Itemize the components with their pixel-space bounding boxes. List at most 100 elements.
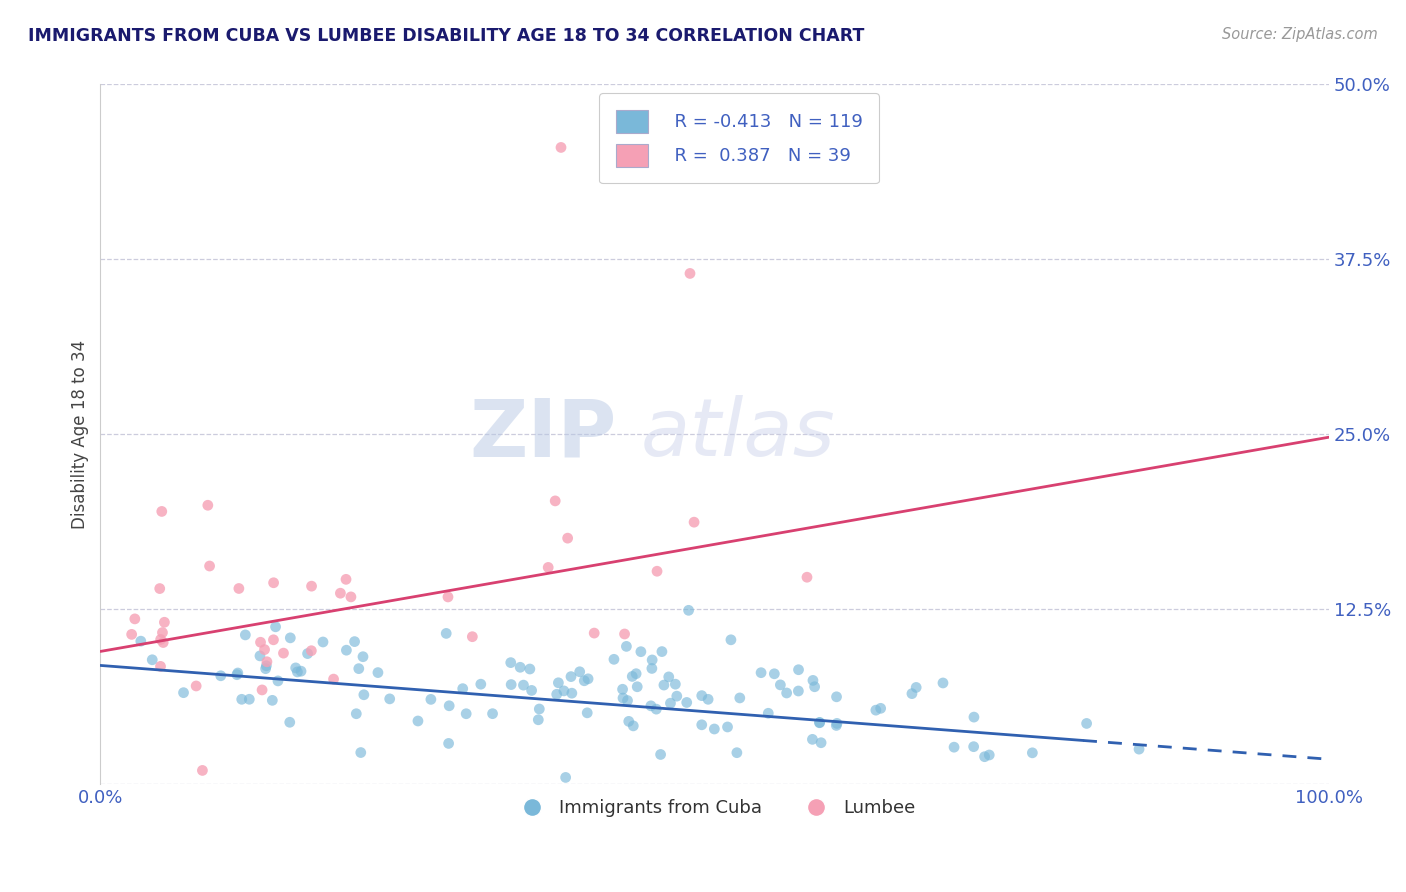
Point: [801, 732, 824, 747]
Point: [626, 680, 648, 694]
Point: [787, 663, 810, 677]
Point: [574, 673, 596, 688]
Point: [233, 628, 256, 642]
Point: [253, 642, 276, 657]
Point: [901, 687, 924, 701]
Point: [335, 572, 357, 586]
Point: [616, 640, 638, 654]
Point: [301, 579, 323, 593]
Y-axis label: Disability Age 18 to 34: Disability Age 18 to 34: [72, 340, 89, 529]
Point: [624, 666, 647, 681]
Point: [263, 575, 285, 590]
Point: [352, 649, 374, 664]
Point: [437, 590, 460, 604]
Point: [537, 560, 560, 574]
Point: [290, 664, 312, 678]
Point: [630, 645, 652, 659]
Point: [652, 678, 675, 692]
Point: [173, 686, 195, 700]
Point: [129, 634, 152, 648]
Point: [703, 722, 725, 736]
Point: [568, 665, 591, 679]
Point: [678, 603, 700, 617]
Point: [520, 683, 543, 698]
Point: [226, 665, 249, 680]
Point: [612, 691, 634, 706]
Point: [728, 690, 751, 705]
Legend: Immigrants from Cuba, Lumbee: Immigrants from Cuba, Lumbee: [506, 792, 922, 824]
Point: [287, 665, 309, 679]
Point: [434, 626, 457, 640]
Point: [869, 701, 891, 715]
Point: [576, 672, 599, 686]
Point: [209, 669, 232, 683]
Point: [529, 702, 551, 716]
Point: [299, 644, 322, 658]
Point: [621, 669, 644, 683]
Point: [641, 653, 664, 667]
Point: [763, 666, 786, 681]
Point: [659, 696, 682, 710]
Point: [262, 693, 284, 707]
Point: [228, 582, 250, 596]
Point: [262, 632, 284, 647]
Point: [616, 693, 638, 707]
Point: [499, 656, 522, 670]
Point: [546, 687, 568, 701]
Point: [437, 698, 460, 713]
Point: [347, 662, 370, 676]
Point: [250, 682, 273, 697]
Point: [1128, 742, 1150, 756]
Point: [658, 670, 681, 684]
Point: [238, 692, 260, 706]
Point: [787, 684, 810, 698]
Point: [340, 590, 363, 604]
Point: [690, 718, 713, 732]
Point: [583, 626, 606, 640]
Point: [344, 706, 367, 721]
Point: [801, 673, 824, 688]
Point: [641, 661, 664, 675]
Point: [186, 679, 208, 693]
Point: [808, 715, 831, 730]
Point: [512, 678, 534, 692]
Point: [256, 655, 278, 669]
Point: [378, 691, 401, 706]
Point: [561, 686, 583, 700]
Point: [544, 494, 567, 508]
Point: [149, 659, 172, 673]
Point: [697, 692, 720, 706]
Point: [769, 678, 792, 692]
Point: [273, 646, 295, 660]
Point: [973, 749, 995, 764]
Point: [560, 670, 582, 684]
Point: [254, 658, 277, 673]
Point: [249, 635, 271, 649]
Point: [149, 632, 172, 647]
Point: [191, 764, 214, 778]
Point: [481, 706, 503, 721]
Point: [150, 504, 173, 518]
Point: [550, 140, 572, 154]
Point: [461, 630, 484, 644]
Point: [557, 531, 579, 545]
Point: [613, 627, 636, 641]
Point: [808, 715, 831, 730]
Text: Source: ZipAtlas.com: Source: ZipAtlas.com: [1222, 27, 1378, 42]
Point: [249, 648, 271, 663]
Point: [152, 625, 174, 640]
Point: [350, 746, 373, 760]
Point: [547, 675, 569, 690]
Point: [825, 718, 848, 732]
Point: [406, 714, 429, 728]
Point: [645, 702, 668, 716]
Point: [149, 582, 172, 596]
Point: [679, 267, 702, 281]
Point: [284, 661, 307, 675]
Point: [665, 689, 688, 703]
Point: [963, 710, 986, 724]
Point: [456, 706, 478, 721]
Point: [664, 677, 686, 691]
Point: [825, 690, 848, 704]
Point: [796, 570, 818, 584]
